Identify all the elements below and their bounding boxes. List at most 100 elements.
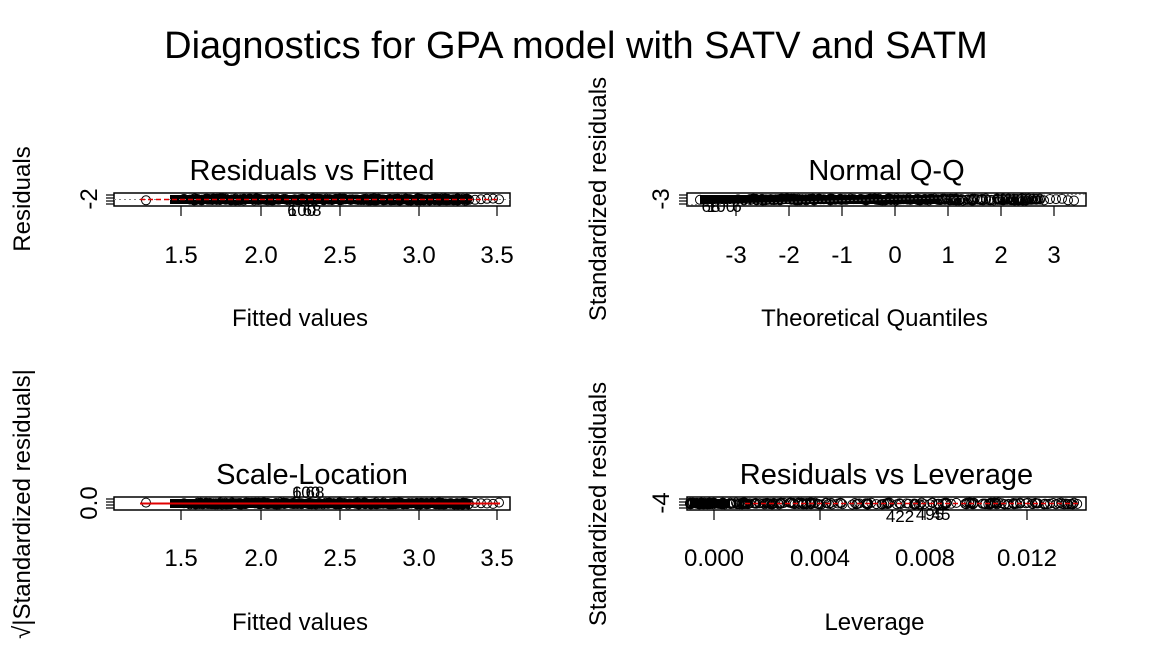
data-point [967, 193, 978, 204]
data-point [946, 195, 956, 206]
x-tick-label: 2.0 [244, 242, 277, 269]
data-point [1045, 194, 1055, 204]
data-point [759, 499, 770, 510]
point-label: 100 [288, 201, 316, 220]
x-tick-label: 2.5 [323, 545, 356, 572]
data-point [909, 499, 919, 510]
data-point [1063, 195, 1073, 206]
data-point [1009, 193, 1019, 204]
data-point [862, 499, 873, 510]
point-label: 6 [287, 201, 296, 220]
x-tick-label: 2 [994, 242, 1007, 269]
point-label: 68 [702, 197, 721, 216]
data-point [1015, 497, 1025, 508]
x-tick-label: 1.5 [164, 545, 197, 572]
overlap-band [690, 499, 730, 508]
x-tick-label: 1.5 [164, 242, 197, 269]
x-axis-label: Fitted values [232, 609, 368, 636]
y-tick-label: -3 [648, 188, 675, 209]
data-point [933, 498, 944, 509]
x-tick-label: 0.000 [684, 545, 744, 572]
data-point [1063, 499, 1073, 510]
data-point [1069, 195, 1079, 206]
y-tick-label: -2 [76, 188, 103, 209]
x-tick-label: 3.0 [402, 242, 435, 269]
data-point [1013, 195, 1024, 206]
data-point [963, 194, 974, 205]
data-point [1005, 195, 1016, 205]
panel-3: Scale-Location 1.5 2.0 2.5 3.0 3.5 0.0 Fitted v… [9, 369, 514, 639]
x-tick-label: -3 [725, 242, 746, 269]
data-point [796, 497, 807, 508]
data-point [488, 193, 498, 204]
data-point [915, 499, 926, 510]
data-point [927, 497, 938, 508]
data-point [1056, 497, 1067, 508]
data-point [1057, 193, 1067, 204]
data-point [1008, 194, 1019, 205]
data-point [1033, 194, 1043, 205]
x-tick-label: 0.004 [790, 545, 850, 572]
panel-4: Residuals vs Leverage 0.000 0.004 0.008 0.01… [585, 382, 1087, 636]
y-axis-label: Standardized residuals [585, 77, 612, 321]
point-label: 422 [886, 507, 914, 526]
x-tick-label: 2.0 [244, 545, 277, 572]
data-point [1015, 194, 1025, 204]
data-point [988, 195, 999, 206]
x-tick-label: 1 [941, 242, 954, 269]
overlap-band [700, 195, 940, 204]
panel-2: Normal Q-Q -3 -2 -1 0 1 2 3 -3 Theoretical Quanti… [585, 77, 1087, 332]
data-point [916, 497, 927, 508]
x-tick-label: 3.5 [480, 242, 513, 269]
panel-title: Scale-Location [216, 459, 408, 491]
data-point [805, 499, 816, 509]
data-point [961, 497, 972, 508]
x-axis-label: Theoretical Quantiles [761, 305, 988, 332]
data-point [784, 497, 795, 508]
data-point [826, 499, 837, 510]
y-axis-label: Standardized residuals [585, 382, 612, 626]
plot-frame [113, 496, 511, 511]
y-axis-label: Residuals [9, 146, 36, 251]
panels: Residuals vs Fitted 1.5 2.0 2.5 3.0 3.5 -2 Fitt… [9, 77, 1087, 639]
panel-title: Residuals vs Leverage [740, 459, 1033, 491]
data-point [1009, 499, 1019, 510]
data-point [1003, 193, 1013, 204]
x-tick-label: -2 [778, 242, 799, 269]
point-label: 100 [707, 197, 735, 216]
x-tick-label: 3 [1047, 242, 1060, 269]
qq-reference-line [686, 193, 1087, 206]
data-point [948, 195, 959, 206]
y-tick-label: -4 [648, 492, 675, 513]
data-point [966, 497, 977, 508]
data-point [1002, 194, 1013, 205]
data-point [816, 499, 827, 510]
data-point [1051, 499, 1061, 510]
x-tick-label: -1 [831, 242, 852, 269]
data-point [141, 195, 151, 206]
data-point [741, 498, 752, 509]
point-label: 495 [916, 505, 944, 524]
point-label: 45 [932, 505, 951, 524]
data-point [482, 193, 492, 204]
point-label: 100 [292, 483, 320, 502]
x-axis-label: Leverage [824, 609, 924, 636]
data-point [877, 499, 888, 510]
data-point [894, 498, 905, 509]
panel-1: Residuals vs Fitted 1.5 2.0 2.5 3.0 3.5 -2 Fitt… [9, 146, 514, 332]
data-point [837, 499, 848, 510]
data-point [1039, 195, 1049, 206]
point-label: 6 [292, 483, 301, 502]
point-label: 6 [732, 197, 741, 216]
data-point [951, 195, 962, 205]
data-point [994, 194, 1005, 205]
x-tick-label: 0.008 [895, 545, 955, 572]
data-point [740, 497, 751, 508]
x-tick-label: 2.5 [323, 242, 356, 269]
panel-title: Residuals vs Fitted [190, 155, 435, 187]
data-point [981, 194, 991, 205]
plot-frame [686, 192, 1087, 207]
data-point [1021, 195, 1031, 206]
y-axis-label: √|Standardized residuals| [9, 369, 36, 639]
